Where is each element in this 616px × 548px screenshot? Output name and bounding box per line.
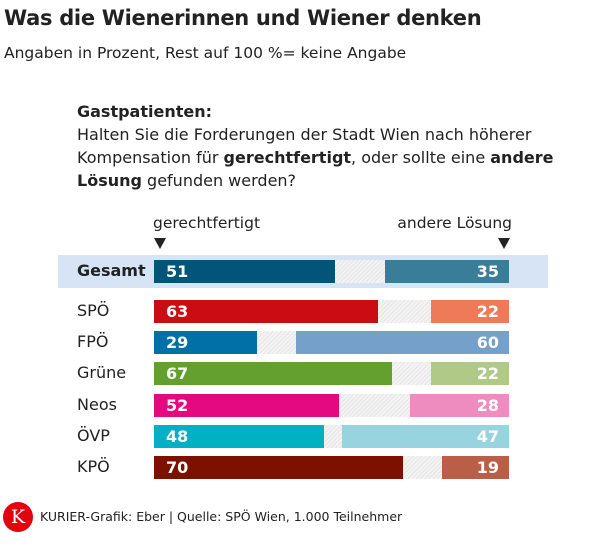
row-label: FPÖ (77, 332, 109, 351)
question-line2-bold2: andere (490, 148, 554, 167)
value-gerechtfertigt: 67 (166, 364, 189, 383)
row-label: SPÖ (77, 301, 110, 320)
bar-andere-loesung (409, 394, 509, 417)
value-andere-loesung: 22 (476, 302, 499, 321)
legend-left-label: gerechtfertigt (153, 214, 261, 232)
bar-gerechtfertigt (154, 300, 378, 323)
right-arrow-icon (498, 238, 510, 249)
value-gerechtfertigt: 63 (166, 302, 189, 321)
row-label: Grüne (77, 363, 127, 382)
chart-title: Was die Wienerinnen und Wiener denken (4, 6, 482, 30)
value-andere-loesung: 60 (476, 333, 499, 352)
chart-subtitle: Angaben in Prozent, Rest auf 100 %= kein… (4, 44, 407, 62)
value-gerechtfertigt: 48 (166, 427, 189, 446)
value-andere-loesung: 47 (476, 427, 499, 446)
bar-gerechtfertigt (154, 362, 392, 385)
bar-gerechtfertigt (154, 425, 325, 448)
question-line1: Halten Sie die Forderungen der Stadt Wie… (77, 125, 532, 144)
value-gerechtfertigt: 29 (166, 333, 189, 352)
value-andere-loesung: 35 (476, 262, 499, 281)
row-label: ÖVP (77, 426, 110, 445)
question-text: Gastpatienten: Halten Sie die Forderunge… (77, 100, 577, 192)
bar-andere-loesung (430, 300, 509, 323)
value-andere-loesung: 19 (476, 458, 499, 477)
row-label: KPÖ (77, 457, 110, 476)
bar-andere-loesung (430, 362, 509, 385)
bar-gerechtfertigt (154, 260, 336, 283)
question-line3-post: gefunden werden? (141, 171, 297, 190)
bar-gerechtfertigt (154, 456, 403, 479)
legend-right-label: andere Lösung (397, 214, 512, 232)
question-line2-pre: Kompensation für (77, 148, 224, 167)
value-andere-loesung: 28 (476, 396, 499, 415)
left-arrow-icon (154, 238, 166, 249)
question-line2-bold: gerechtfertigt (223, 148, 352, 167)
value-gerechtfertigt: 70 (166, 458, 189, 477)
bar-andere-loesung (296, 331, 509, 354)
bar-andere-loesung (342, 425, 509, 448)
row-label: Gesamt (77, 261, 146, 280)
value-gerechtfertigt: 51 (166, 262, 189, 281)
footer-credit: KURIER-Grafik: Eber | Quelle: SPÖ Wien, … (40, 509, 403, 524)
value-andere-loesung: 22 (476, 364, 499, 383)
bar-andere-loesung (441, 456, 509, 479)
value-gerechtfertigt: 52 (166, 396, 189, 415)
question-line2-mid: , oder sollte eine (351, 148, 491, 167)
kurier-logo: K (3, 502, 33, 532)
row-label: Neos (77, 395, 117, 414)
bar-gerechtfertigt (154, 394, 339, 417)
bar-gerechtfertigt (154, 331, 257, 354)
bar-andere-loesung (384, 260, 509, 283)
question-line3-bold: Lösung (77, 171, 142, 190)
question-heading: Gastpatienten: (77, 102, 213, 121)
